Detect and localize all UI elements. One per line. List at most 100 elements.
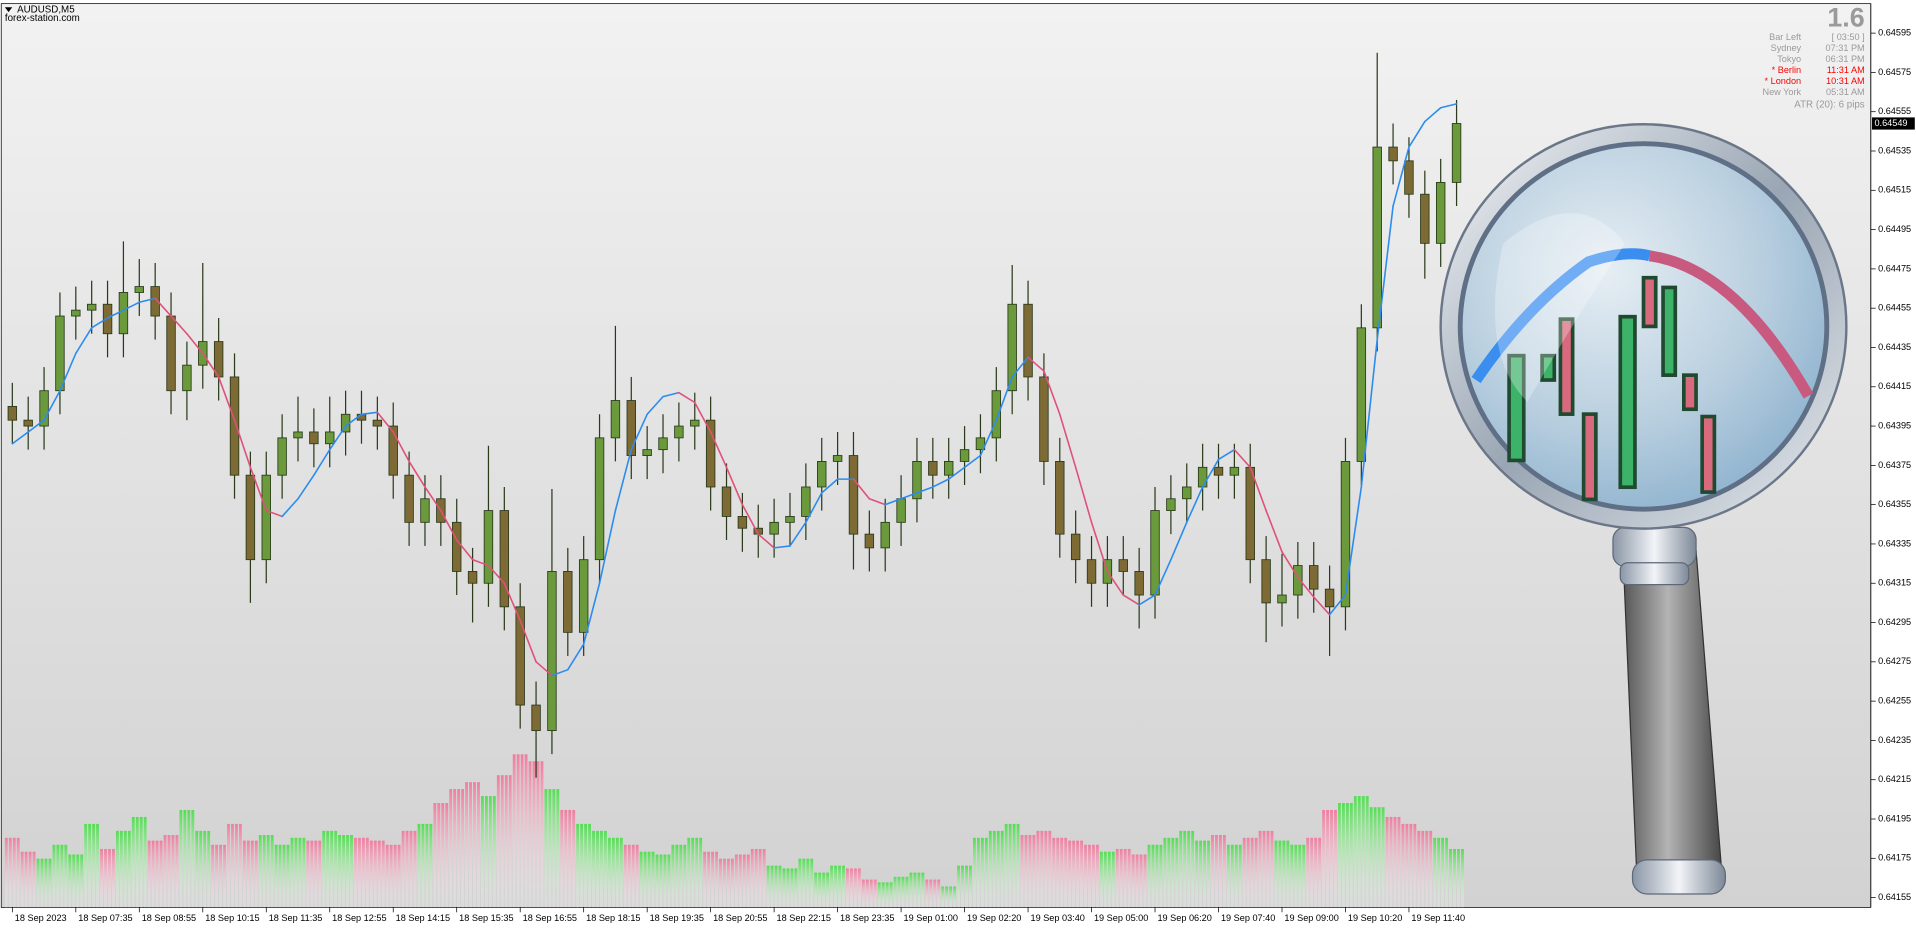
volume-bar <box>179 809 183 908</box>
ma-segment <box>328 425 347 451</box>
ma-segment <box>741 503 760 535</box>
volume-bar <box>786 868 790 908</box>
volume-bar <box>1211 835 1214 908</box>
magnifier <box>1439 123 1848 895</box>
magnifier-end-cap <box>1631 859 1726 895</box>
volume-bar <box>104 848 107 908</box>
ma-segment <box>1439 103 1458 109</box>
lens-candle <box>1661 285 1678 377</box>
x-tick-label: 19 Sep 02:20 <box>967 913 1021 923</box>
volume-bar <box>659 854 663 908</box>
volume-bar <box>679 844 683 908</box>
volume-bar <box>1060 837 1064 908</box>
volume-bar <box>873 879 877 908</box>
volume-bar <box>488 796 492 908</box>
volume-bar <box>1099 851 1103 908</box>
volume-bar <box>310 840 314 908</box>
info-label: Tokyo <box>1777 54 1801 64</box>
volume-bar <box>191 809 195 908</box>
volume-bar <box>631 844 635 908</box>
volume-bar <box>897 876 901 908</box>
ma-segment <box>582 582 601 645</box>
candle-body <box>690 419 700 427</box>
volume-bar <box>1028 835 1032 908</box>
ma-segment <box>709 431 728 469</box>
candle-body <box>7 405 18 421</box>
candle-body <box>55 315 65 392</box>
volume-bar <box>663 854 667 908</box>
volume-bar <box>1298 844 1302 908</box>
candle-body <box>1340 461 1351 608</box>
volume-bar <box>1278 840 1282 908</box>
volume-bar <box>992 830 996 908</box>
x-tick-label: 19 Sep 06:20 <box>1157 913 1211 923</box>
ma-segment <box>1122 594 1140 606</box>
volume-bar <box>588 823 592 908</box>
ma-segment <box>1344 486 1363 596</box>
volume-bar <box>961 865 964 908</box>
volume-bar <box>707 851 711 908</box>
ma-segment <box>503 582 521 622</box>
volume-bar <box>972 837 976 908</box>
volume-bar <box>298 837 302 908</box>
candle-body <box>1277 594 1287 604</box>
volume-bar <box>385 844 389 908</box>
volume-bar <box>155 840 159 908</box>
volume-bar <box>429 823 433 908</box>
volume-bar <box>500 775 504 908</box>
volume-bar <box>1326 809 1329 908</box>
y-tick-label: 0.64555 <box>1878 106 1911 116</box>
volume-bar <box>8 837 12 908</box>
ma-segment <box>1217 448 1236 461</box>
candle-body <box>1435 182 1446 244</box>
volume-bar <box>1338 803 1341 908</box>
volume-bar <box>905 876 909 908</box>
volume-bar <box>1341 803 1345 908</box>
volume-bar <box>1381 807 1385 908</box>
lens-candle <box>1681 373 1698 412</box>
volume-bar <box>937 879 941 908</box>
volume-bar <box>1000 830 1004 908</box>
volume-bar <box>949 886 953 908</box>
ma-segment <box>789 521 807 547</box>
volume-bar <box>421 823 425 908</box>
volume-bar <box>334 830 338 908</box>
ma-layer <box>11 103 1458 677</box>
volume-bar <box>16 837 20 908</box>
volume-bar <box>1457 848 1460 908</box>
y-tick-label: 0.64195 <box>1878 813 1911 823</box>
volume-bar <box>1334 809 1337 908</box>
volume-bar <box>389 844 393 908</box>
volume-bar <box>365 837 369 908</box>
volume-bar <box>131 816 135 908</box>
candle-body <box>1118 559 1128 572</box>
symbol-menu-arrow[interactable] <box>4 7 13 13</box>
y-tick-label: 0.64475 <box>1878 263 1911 273</box>
volume-bar <box>127 830 131 908</box>
volume-bar <box>596 830 599 908</box>
volume-bar <box>481 796 484 908</box>
candle-body <box>1388 146 1398 162</box>
volume-bar <box>1437 837 1441 908</box>
volume-bar <box>238 823 242 908</box>
candle-body <box>563 571 573 633</box>
volume-bar <box>496 775 500 908</box>
ma-segment <box>995 376 1013 421</box>
x-tick-label: 19 Sep 11:40 <box>1411 913 1465 923</box>
volume-bar <box>627 844 631 908</box>
y-tick-label: 0.64335 <box>1878 538 1911 548</box>
volume-bar <box>163 835 167 908</box>
ma-segment <box>408 460 426 488</box>
volume-bar <box>80 854 84 908</box>
volume-bar <box>405 830 409 908</box>
volume-bar <box>1250 837 1254 908</box>
volume-bar <box>822 872 826 908</box>
volume-bar <box>1092 844 1095 908</box>
ma-segment <box>1027 356 1045 372</box>
ma-segment <box>1043 370 1061 416</box>
candle-body <box>1039 376 1049 462</box>
volume-bar <box>524 754 528 908</box>
candle-body <box>134 286 145 293</box>
volume-bar <box>1238 844 1242 908</box>
volume-bar <box>703 851 707 908</box>
